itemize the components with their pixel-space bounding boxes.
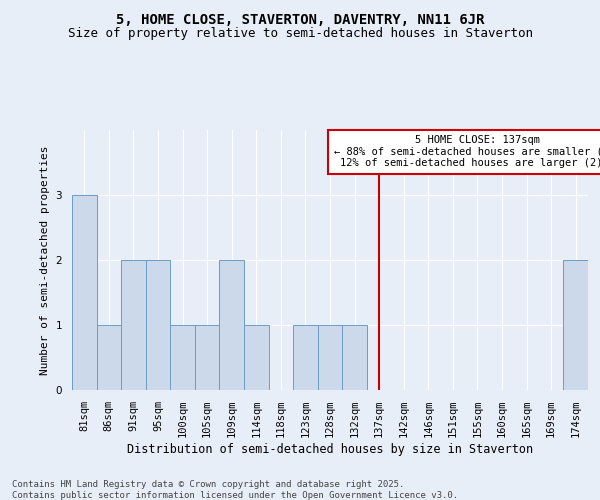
Y-axis label: Number of semi-detached properties: Number of semi-detached properties [40,145,50,375]
Bar [293,325,318,390]
Bar [342,325,367,390]
Text: 5 HOME CLOSE: 137sqm
← 88% of semi-detached houses are smaller (15)
12% of semi-: 5 HOME CLOSE: 137sqm ← 88% of semi-detac… [334,135,600,168]
Text: 5, HOME CLOSE, STAVERTON, DAVENTRY, NN11 6JR: 5, HOME CLOSE, STAVERTON, DAVENTRY, NN11… [116,12,484,26]
Bar [97,325,121,390]
Bar [170,325,195,390]
Bar [195,325,220,390]
Text: Size of property relative to semi-detached houses in Staverton: Size of property relative to semi-detach… [67,28,533,40]
Bar [72,195,97,390]
Text: Contains HM Land Registry data © Crown copyright and database right 2025.
Contai: Contains HM Land Registry data © Crown c… [12,480,458,500]
Bar [563,260,588,390]
Bar [121,260,146,390]
Bar [146,260,170,390]
Bar [318,325,342,390]
X-axis label: Distribution of semi-detached houses by size in Staverton: Distribution of semi-detached houses by … [127,443,533,456]
Bar [220,260,244,390]
Bar [244,325,269,390]
